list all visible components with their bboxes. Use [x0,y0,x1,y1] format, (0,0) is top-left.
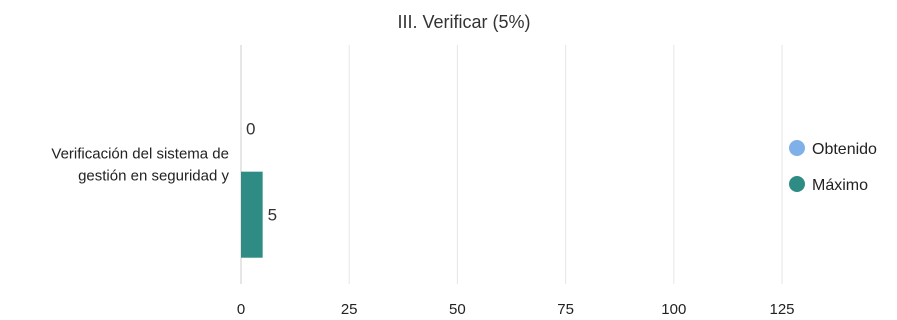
chart-title: III. Verificar (5%) [397,12,530,32]
x-tick-label-75: 75 [557,301,574,318]
data-label-obtenido-0: 0 [246,120,255,139]
x-tick-label-50: 50 [449,301,466,318]
legend-swatch-máximo [789,176,805,192]
data-label-máximo-0: 5 [268,206,277,225]
legend-label-obtenido: Obtenido [812,141,877,158]
data-labels: 05 [246,120,277,225]
x-tick-label-0: 0 [237,301,245,318]
x-tick-label-25: 25 [341,301,358,318]
gridlines [240,45,783,284]
x-tick-labels: 0 25 50 75 100 125 [237,301,795,318]
bars [241,171,263,258]
legend: Obtenido Máximo [789,140,877,194]
category-label-0-line-0: Verificación del sistema de [51,146,229,163]
x-tick-label-125: 125 [769,301,794,318]
category-labels: Verificación del sistema de gestión en se… [51,146,229,185]
x-tick-label-100: 100 [661,301,686,318]
category-label-0-line-1: gestión en seguridad y [78,168,229,185]
legend-swatch-obtenido [789,140,805,156]
bar-máximo-0 [241,171,263,258]
legend-label-máximo: Máximo [812,177,868,194]
